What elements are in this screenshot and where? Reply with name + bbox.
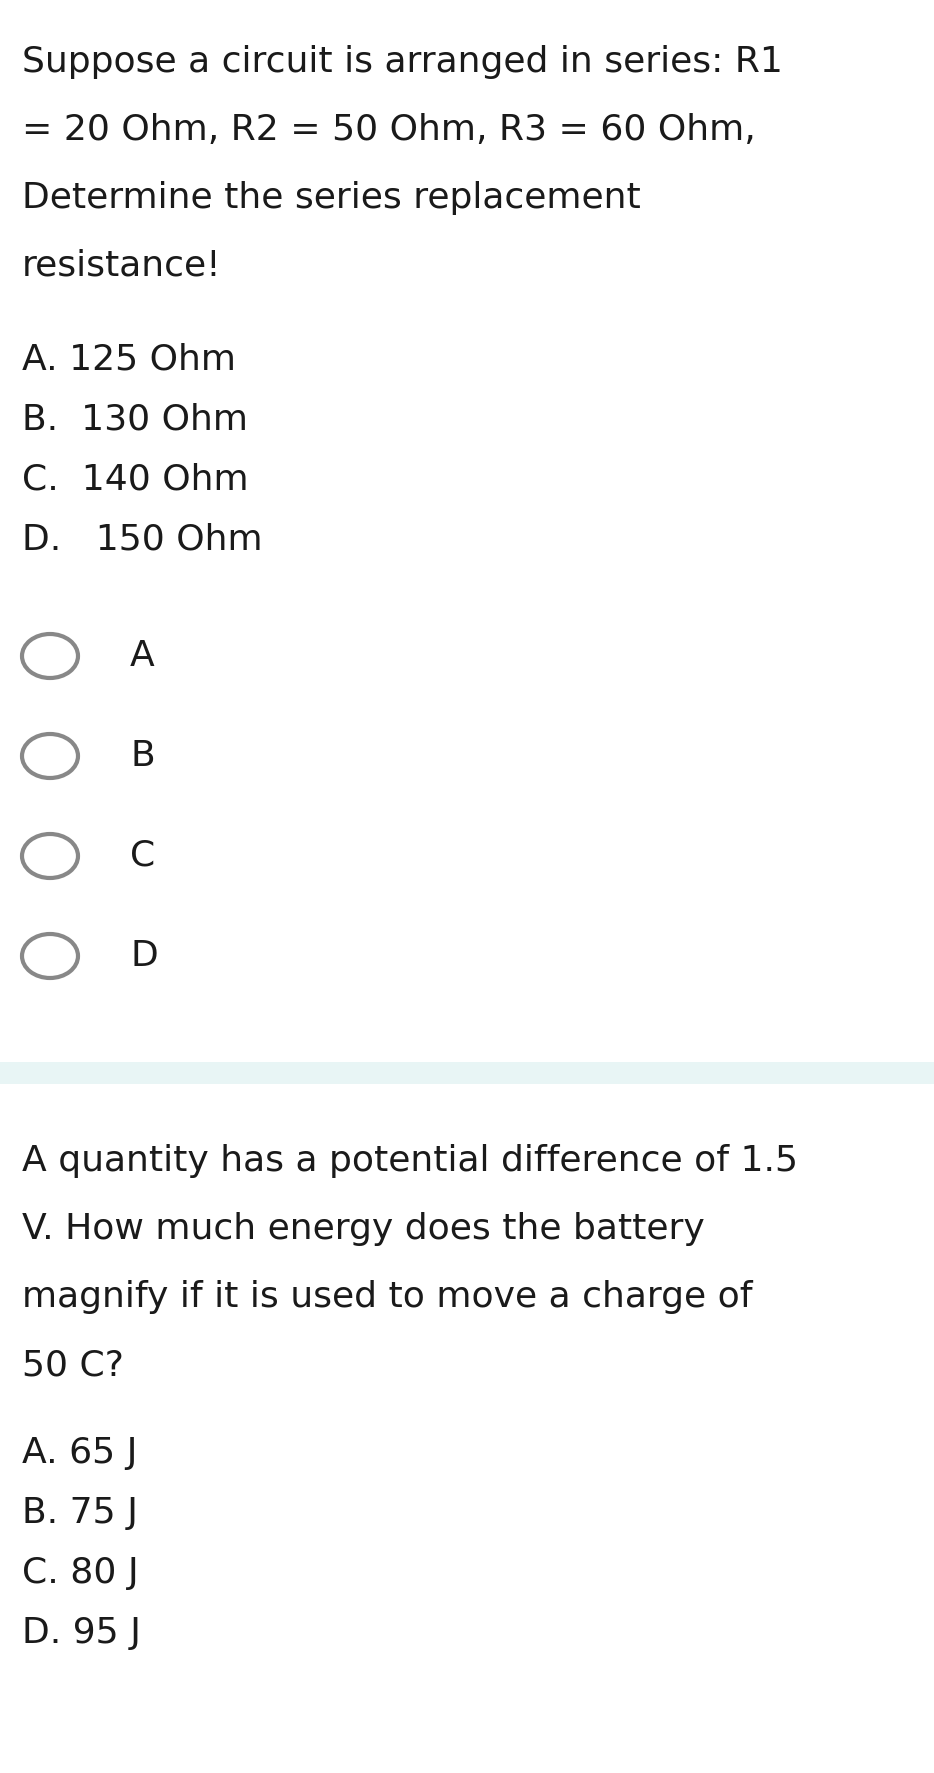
Text: A. 65 J: A. 65 J	[22, 1436, 137, 1470]
Text: A: A	[130, 638, 155, 674]
Text: D.   150 Ohm: D. 150 Ohm	[22, 521, 262, 557]
Text: C. 80 J: C. 80 J	[22, 1557, 138, 1590]
Text: magnify if it is used to move a charge of: magnify if it is used to move a charge o…	[22, 1280, 753, 1314]
Text: resistance!: resistance!	[22, 248, 221, 284]
Text: B. 75 J: B. 75 J	[22, 1496, 138, 1530]
Text: C.  140 Ohm: C. 140 Ohm	[22, 463, 248, 496]
Text: D. 95 J: D. 95 J	[22, 1615, 141, 1651]
Text: C: C	[130, 839, 155, 872]
Text: A quantity has a potential difference of 1.5: A quantity has a potential difference of…	[22, 1144, 798, 1177]
Text: B: B	[130, 739, 155, 773]
Text: A. 125 Ohm: A. 125 Ohm	[22, 342, 236, 376]
Text: V. How much energy does the battery: V. How much energy does the battery	[22, 1213, 705, 1246]
Text: = 20 Ohm, R2 = 50 Ohm, R3 = 60 Ohm,: = 20 Ohm, R2 = 50 Ohm, R3 = 60 Ohm,	[22, 113, 756, 147]
Text: 50 C?: 50 C?	[22, 1347, 124, 1381]
Bar	[0, 1062, 934, 1083]
Text: Suppose a circuit is arranged in series: R1: Suppose a circuit is arranged in series:…	[22, 44, 783, 80]
Text: Determine the series replacement: Determine the series replacement	[22, 181, 641, 215]
Text: B.  130 Ohm: B. 130 Ohm	[22, 402, 248, 436]
Text: D: D	[130, 940, 158, 973]
